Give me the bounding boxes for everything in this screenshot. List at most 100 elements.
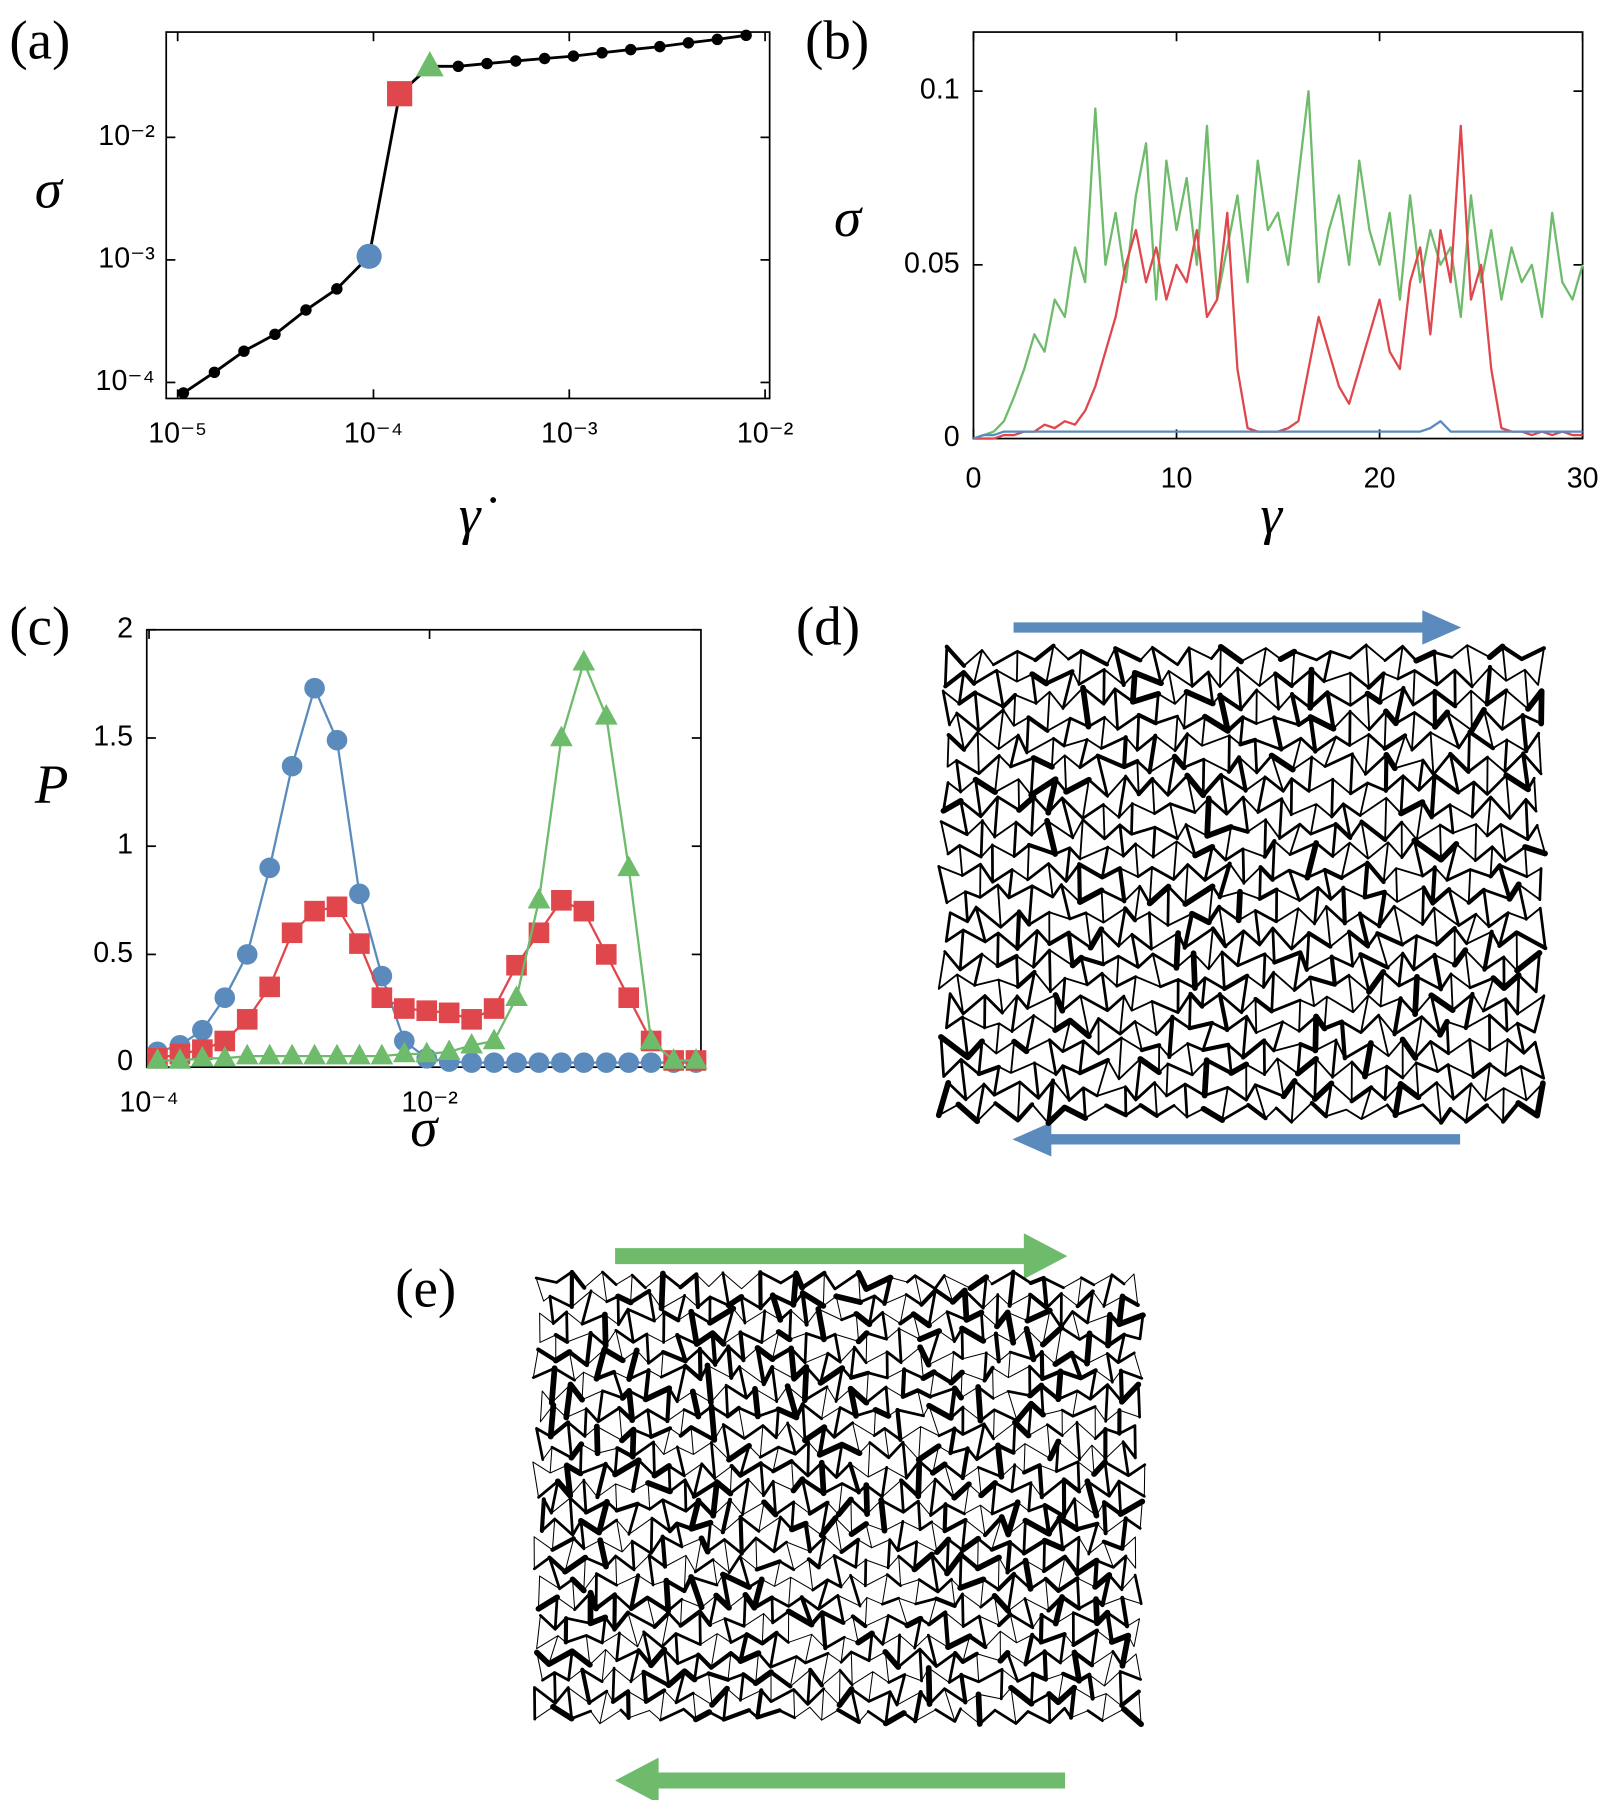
marker (168, 1048, 192, 1069)
plot-frame (165, 31, 771, 400)
marker (349, 883, 370, 905)
marker (192, 1019, 213, 1041)
marker (213, 1045, 237, 1067)
marker (146, 1048, 169, 1069)
panel-label: (d) (796, 596, 860, 657)
cell-edges (531, 1270, 1147, 1726)
marker (452, 60, 464, 73)
marker (654, 40, 666, 53)
x-axis-label: γ (1260, 485, 1283, 546)
x-tick-label: 10⁻³ (541, 418, 597, 450)
panel-label: (e) (395, 1258, 456, 1319)
marker (304, 900, 325, 922)
marker (392, 1041, 416, 1063)
marker (415, 51, 444, 77)
marker (551, 1052, 572, 1073)
marker (371, 987, 393, 1009)
marker (618, 1052, 640, 1073)
marker (259, 976, 280, 998)
marker (505, 985, 528, 1006)
cell-edges (935, 643, 1548, 1127)
series-line (973, 89, 1584, 440)
x-tick-label: 10⁻⁵ (148, 418, 207, 450)
marker (258, 1043, 281, 1065)
marker (281, 755, 303, 777)
y-tick-label: 1.5 (93, 721, 133, 753)
marker (236, 1009, 258, 1030)
panel-label: (c) (9, 596, 70, 657)
cell-edges (532, 1271, 1146, 1725)
marker (438, 1002, 460, 1024)
marker (370, 1043, 394, 1065)
cell-edges (937, 643, 1546, 1125)
arrow-head (1023, 1233, 1068, 1280)
marker (394, 998, 415, 1019)
marker (214, 1030, 236, 1052)
marker (208, 366, 221, 379)
shear-arrows (615, 610, 1462, 1800)
panel-label: (b) (805, 9, 869, 70)
marker (236, 944, 258, 965)
marker (550, 725, 573, 747)
y-axis-label: σ (35, 158, 64, 219)
marker (371, 965, 393, 987)
y-axis-label: P (34, 754, 69, 815)
marker (506, 1052, 527, 1073)
y-tick-label: 10⁻³ (98, 242, 154, 274)
marker (387, 81, 413, 107)
marker (483, 998, 505, 1019)
marker (300, 304, 312, 316)
marker (662, 1048, 685, 1069)
marker (682, 37, 695, 49)
marker (617, 855, 641, 877)
marker (437, 1039, 461, 1061)
cell-edges (937, 643, 1547, 1125)
marker (594, 703, 618, 725)
x-tick-label: 10⁻⁴ (344, 418, 403, 450)
marker (281, 922, 303, 944)
marker (684, 1048, 708, 1069)
arrow-head (1422, 610, 1462, 645)
x-tick-label: 30 (1567, 462, 1599, 494)
marker (618, 987, 640, 1009)
y-tick-label: 2 (117, 612, 133, 644)
marker (269, 328, 281, 341)
y-tick-label: 0 (944, 421, 960, 453)
marker (538, 52, 551, 65)
marker (551, 890, 572, 911)
marker (572, 649, 596, 671)
marker (214, 987, 236, 1009)
marker (348, 1043, 371, 1065)
marker (740, 29, 752, 42)
marker (481, 57, 493, 70)
marker (573, 1052, 595, 1073)
marker (326, 896, 348, 918)
marker (527, 887, 551, 909)
y-axis-label: σ (834, 187, 863, 248)
marker (711, 33, 724, 46)
marker (280, 1043, 304, 1065)
marker (394, 1030, 415, 1052)
marker (303, 1043, 326, 1065)
marker (482, 1028, 506, 1050)
marker (416, 1000, 438, 1021)
x-axis-label: σ (410, 1097, 439, 1158)
marker (528, 1052, 550, 1073)
series-line (973, 420, 1583, 440)
cell-edges (943, 643, 1548, 1126)
marker (304, 677, 325, 699)
marker (235, 1043, 259, 1065)
cell-edges (533, 1269, 1146, 1728)
x-tick-label: 10⁻² (401, 1086, 457, 1118)
marker (596, 47, 608, 59)
marker (326, 729, 348, 751)
y-tick-label: 0.5 (93, 937, 133, 969)
marker (483, 1052, 505, 1073)
marker (331, 283, 343, 295)
panel-label: (a) (9, 9, 70, 70)
marker (573, 900, 595, 922)
y-tick-label: 1 (117, 829, 133, 861)
marker (325, 1043, 349, 1065)
